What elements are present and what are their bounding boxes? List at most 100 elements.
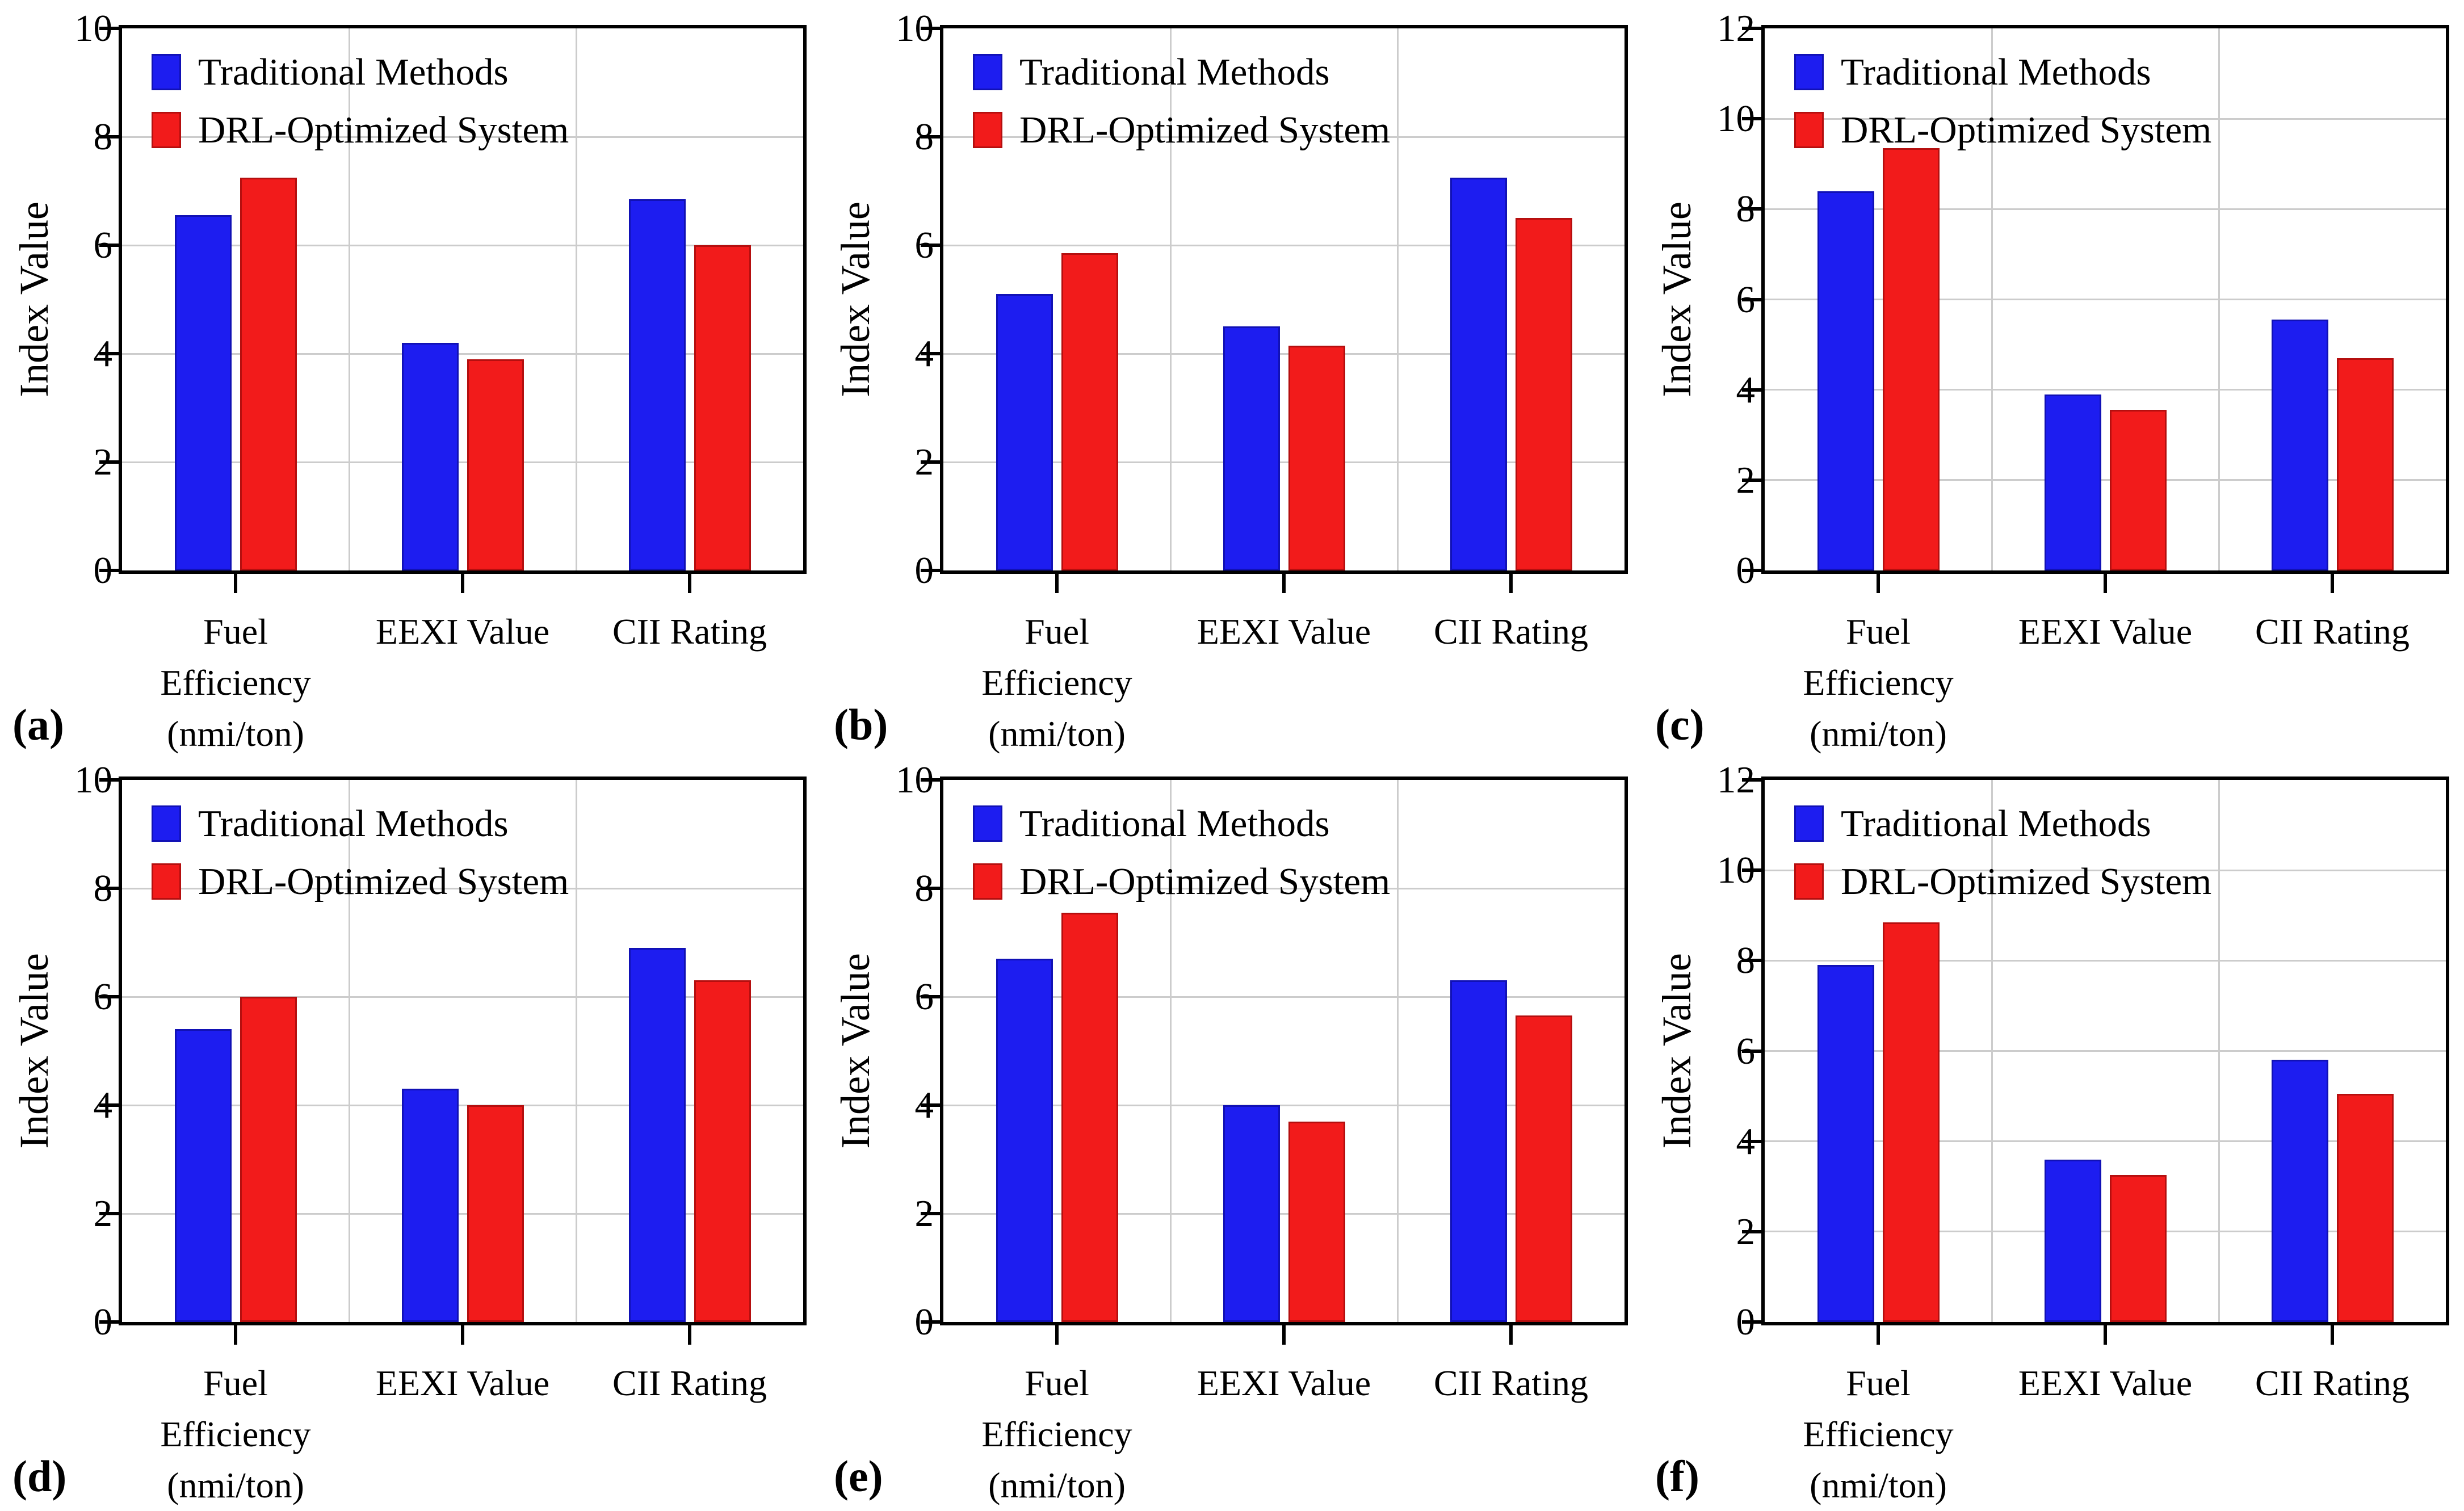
legend: Traditional Methods DRL-Optimized System [1794,795,2211,910]
bar-drl-cii-rating [694,245,751,570]
gridline-x-1 [1169,28,1172,570]
y-tick-mark-8 [99,135,119,138]
panel-label-e: (e) [834,1451,883,1501]
chart-panel-f: Index Value 0 2 4 6 8 10 12 Traditional Methods D… [1643,752,2464,1505]
gridline-y-2 [1765,1231,2446,1233]
gridline-y-4 [1765,389,2446,391]
chart-panel-e: Index Value 0 2 4 6 8 10 Traditional Methods DRL… [821,752,1643,1505]
y-tick-mark-2 [921,460,940,464]
bar-drl-fuel-efficiency-nmi-ton [240,177,297,570]
bar-traditional-eexi-value [1223,1105,1280,1322]
x-category-label-eexi-value: EEXI Value [2018,1363,2193,1403]
y-tick-mark-4 [99,352,119,355]
legend: Traditional Methods DRL-Optimized System [152,795,569,910]
x-tick-mark-fuel-efficiency-nmi-ton [1877,574,1880,593]
y-tick-mark-8 [921,135,940,138]
y-tick-mark-2 [99,460,119,464]
gridline-y-8 [943,887,1625,889]
y-axis-title-box: Index Value [0,780,68,1322]
y-tick-mark-10 [921,27,940,30]
plot-area-c: Traditional Methods DRL-Optimized System [1761,25,2449,574]
y-tick-mark-2 [99,1212,119,1215]
gridline-x-2 [575,28,577,570]
bar-drl-fuel-efficiency-nmi-ton [1061,912,1118,1322]
bar-drl-eexi-value [467,1105,524,1322]
legend-swatch-traditional-icon [1794,805,1824,842]
chart-panel-c: Index Value 0 2 4 6 8 10 12 Traditional Methods D… [1643,0,2464,754]
x-tick-mark-fuel-efficiency-nmi-ton [234,574,237,593]
x-category-label-fuel-efficiency-nmi-ton: Fuel Efficiency (nmi/ton) [1803,1363,1954,1505]
legend: Traditional Methods DRL-Optimized System [1794,43,2211,159]
gridline-y-2 [943,461,1625,463]
x-category-label-eexi-value: EEXI Value [375,611,550,652]
legend-row-traditional: Traditional Methods [152,795,569,853]
gridline-x-1 [348,780,350,1322]
gridline-y-8 [122,887,803,889]
gridline-y-10 [1765,117,2446,120]
bar-drl-cii-rating [2336,358,2394,570]
x-tick-mark-fuel-efficiency-nmi-ton [1055,1325,1059,1345]
bar-traditional-cii-rating [1450,177,1507,570]
x-tick-mark-fuel-efficiency-nmi-ton [234,1325,237,1345]
gridline-y-2 [943,1212,1625,1215]
gridline-y-6 [1765,1050,2446,1052]
x-category-label-eexi-value: EEXI Value [375,1363,550,1403]
legend-swatch-drl-icon [1794,112,1824,148]
gridline-x-2 [1396,28,1399,570]
gridline-y-6 [943,996,1625,998]
y-tick-mark-8 [1742,959,1761,963]
y-tick-mark-6 [921,244,940,247]
plot-area-a: Traditional Methods DRL-Optimized System [119,25,807,574]
legend: Traditional Methods DRL-Optimized System [152,43,569,159]
gridline-y-4 [943,1104,1625,1106]
legend-swatch-drl-icon [973,863,1002,900]
legend-swatch-traditional-icon [152,54,181,90]
bar-traditional-fuel-efficiency-nmi-ton [996,959,1053,1322]
gridline-y-2 [122,1212,803,1215]
y-tick-mark-10 [1742,117,1761,121]
plot-area-b: Traditional Methods DRL-Optimized System [940,25,1628,574]
x-category-label-cii-rating: CII Rating [1434,1363,1588,1403]
bar-traditional-eexi-value [401,342,459,570]
bar-traditional-fuel-efficiency-nmi-ton [1817,965,1874,1322]
gridline-y-6 [122,244,803,246]
y-tick-mark-0 [921,569,940,572]
x-tick-mark-cii-rating [1509,1325,1513,1345]
gridline-y-4 [122,1104,803,1106]
legend: Traditional Methods DRL-Optimized System [973,795,1390,910]
x-category-label-eexi-value: EEXI Value [1197,611,1371,652]
bar-traditional-cii-rating [628,199,686,570]
y-tick-mark-12 [1742,27,1761,30]
y-tick-mark-4 [1742,1139,1761,1143]
legend-label-traditional: Traditional Methods [1019,51,1330,93]
legend-swatch-drl-icon [152,112,181,148]
plot-area-e: Traditional Methods DRL-Optimized System [940,777,1628,1325]
legend-swatch-drl-icon [1794,863,1824,900]
legend-row-drl: DRL-Optimized System [152,101,569,159]
legend-row-traditional: Traditional Methods [1794,43,2211,101]
y-axis-title-box: Index Value [821,28,889,570]
x-category-label-cii-rating: CII Rating [1434,611,1588,652]
y-tick-mark-0 [1742,569,1761,572]
y-tick-mark-0 [1742,1320,1761,1324]
legend-label-traditional: Traditional Methods [198,802,509,845]
legend-label-drl: DRL-Optimized System [1841,108,2212,151]
x-category-label-cii-rating: CII Rating [612,611,767,652]
legend-swatch-traditional-icon [973,54,1002,90]
x-category-label-fuel-efficiency-nmi-ton: Fuel Efficiency (nmi/ton) [981,1363,1132,1505]
legend-swatch-traditional-icon [1794,54,1824,90]
x-category-label-cii-rating: CII Rating [2255,611,2410,652]
plot-area-d: Traditional Methods DRL-Optimized System [119,777,807,1325]
gridline-x-1 [1991,780,1993,1322]
bar-drl-eexi-value [467,359,524,570]
gridline-y-8 [943,136,1625,138]
y-tick-mark-10 [99,27,119,30]
x-category-label-eexi-value: EEXI Value [2018,611,2193,652]
y-tick-mark-10 [99,778,119,782]
x-category-label-cii-rating: CII Rating [612,1363,767,1403]
y-tick-mark-10 [1742,868,1761,872]
x-tick-mark-fuel-efficiency-nmi-ton [1877,1325,1880,1345]
bar-drl-eexi-value [2109,1175,2167,1322]
y-tick-mark-0 [99,569,119,572]
gridline-y-6 [1765,299,2446,300]
